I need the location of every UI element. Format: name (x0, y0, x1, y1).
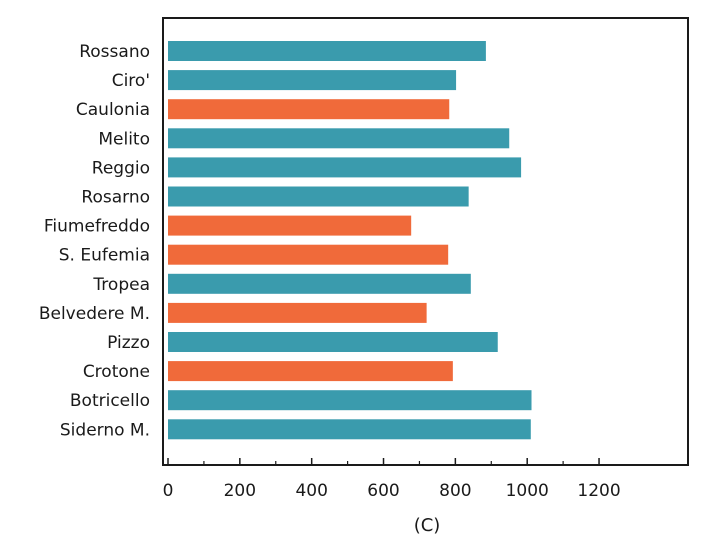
bar-caulonia (168, 99, 450, 120)
category-label: Rossano (79, 42, 150, 62)
x-tick-label: 1000 (506, 481, 549, 501)
category-label: Botricello (70, 391, 150, 411)
bar-reggio (168, 157, 522, 178)
bar-belvedere-m (168, 302, 427, 323)
category-label: Fiumefreddo (44, 217, 150, 237)
category-label: Tropea (92, 275, 150, 295)
bar-ciro (168, 70, 457, 91)
plot-frame (162, 17, 689, 466)
x-tick-label: 600 (367, 481, 399, 501)
category-label: S. Eufemia (59, 246, 150, 266)
category-label: Reggio (92, 158, 150, 178)
x-tick-label: 200 (224, 481, 256, 501)
x-tick-label: 1200 (577, 481, 620, 501)
chart-caption: (C) (414, 515, 441, 536)
category-label: Caulonia (76, 100, 150, 120)
x-ticks-group: 0 200 400 600 800 1000 1200 (163, 458, 621, 501)
bar-pizzo (168, 332, 498, 352)
category-label: Melito (98, 129, 150, 149)
x-tick-label: 800 (439, 481, 471, 501)
category-label: Belvedere M. (39, 304, 150, 324)
bar-rosarno (168, 186, 469, 207)
category-labels-group: Rossano Ciro' Caulonia Melito Reggio Rosarno F… (39, 42, 150, 440)
bar-s-eufemia (168, 244, 449, 265)
x-tick-label: 400 (295, 481, 327, 501)
bar-crotone (168, 361, 453, 382)
category-label: Pizzo (107, 333, 150, 353)
bar-fiumefreddo (168, 215, 412, 236)
bar-botricello (168, 390, 532, 411)
category-label: Siderno M. (60, 420, 150, 440)
category-label: Ciro' (112, 71, 150, 91)
category-label: Rosarno (81, 188, 150, 208)
bar-tropea (168, 273, 471, 294)
category-label: Crotone (83, 362, 150, 382)
bar-siderno-m (168, 419, 531, 440)
x-tick-label: 0 (163, 481, 174, 501)
bars-group (168, 41, 532, 440)
bar-melito (168, 128, 510, 149)
bar-rossano (168, 41, 486, 61)
